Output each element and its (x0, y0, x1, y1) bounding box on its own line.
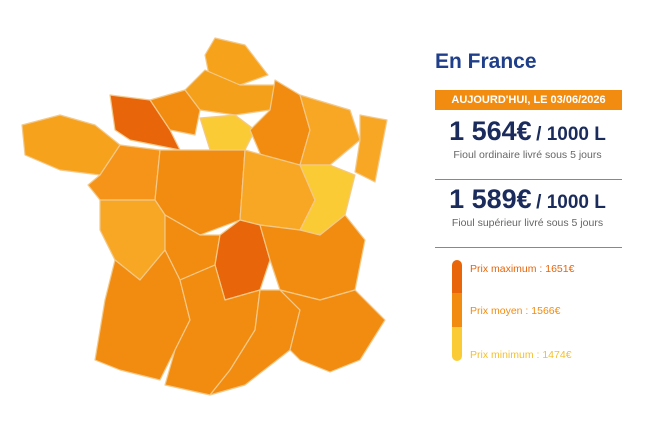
panel-title: En France (435, 50, 537, 73)
region (259, 214, 366, 301)
region (354, 114, 388, 183)
region (199, 114, 256, 151)
legend-bar (452, 260, 462, 293)
region (279, 289, 386, 373)
price-unit: / 1000 L (536, 124, 606, 145)
legend-bar (452, 293, 462, 327)
price-amount: 1 564€ (449, 116, 532, 146)
france-map (21, 37, 388, 396)
separator (435, 247, 622, 248)
price-block: 1 564€ / 1000 L Fioul ordinaire livré so… (425, 116, 630, 161)
legend-label: Prix minimum : 1474€ (470, 349, 572, 361)
price-caption: Fioul supérieur livré sous 5 jours (451, 217, 604, 229)
price-unit: / 1000 L (536, 192, 606, 213)
legend-label: Prix moyen : 1566€ (470, 305, 561, 317)
legend-bar (452, 327, 462, 361)
separator (435, 179, 622, 180)
price-caption: Fioul ordinaire livré sous 5 jours (453, 149, 602, 161)
price-amount: 1 589€ (449, 184, 532, 214)
date-badge: AUJOURD'HUI, LE 03/06/2026 (435, 90, 622, 110)
price-block: 1 589€ / 1000 L Fioul supérieur livré so… (425, 184, 630, 229)
legend-label: Prix maximum : 1651€ (470, 263, 575, 275)
